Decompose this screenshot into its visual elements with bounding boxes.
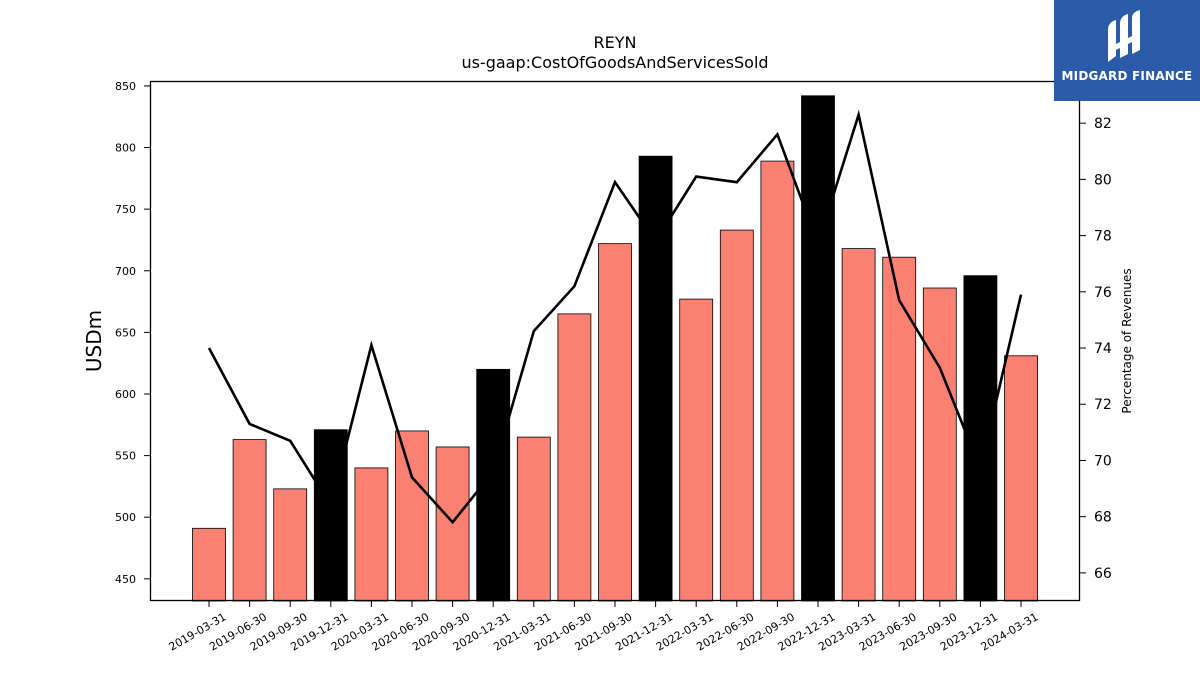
y2-tick-label: 72 bbox=[1094, 397, 1112, 413]
y2-tick-label: 76 bbox=[1094, 285, 1112, 301]
y-tick-label: 700 bbox=[115, 265, 136, 278]
bar-2021-12-31 bbox=[638, 155, 673, 602]
bar-2024-03-31 bbox=[1004, 355, 1038, 602]
bar-2019-03-31 bbox=[192, 527, 226, 602]
y-axis-ticks: 450 500 550 600 650 700 750 800 850 bbox=[115, 80, 150, 586]
y2-tick-label: 82 bbox=[1094, 116, 1112, 132]
y2-axis-ticks: 66 68 70 72 74 76 78 80 82 bbox=[1080, 116, 1112, 582]
percentage-line bbox=[207, 109, 1023, 525]
bar-2022-06-30 bbox=[719, 229, 754, 602]
line-layer bbox=[207, 109, 1023, 525]
bar-2022-09-30 bbox=[760, 160, 795, 602]
bar-2022-03-31 bbox=[679, 298, 714, 602]
bar-2022-12-31 bbox=[801, 95, 835, 602]
y2-tick-label: 68 bbox=[1094, 510, 1112, 526]
chart-subtitle: us-gaap:CostOfGoodsAndServicesSold bbox=[461, 53, 768, 72]
bar-2020-06-30 bbox=[395, 430, 429, 602]
logo: MIDGARD FINANCE bbox=[1054, 0, 1200, 101]
y2-tick-label: 70 bbox=[1094, 453, 1112, 469]
y-tick-label: 650 bbox=[115, 326, 136, 339]
bar-2021-06-30 bbox=[557, 313, 592, 602]
y-tick-label: 600 bbox=[115, 388, 136, 401]
bar-2023-06-30 bbox=[882, 256, 917, 602]
y2-tick-label: 66 bbox=[1094, 566, 1112, 582]
y-tick-label: 550 bbox=[115, 450, 136, 463]
x-axis-ticks: 2019-03-312019-06-302019-09-302019-12-31… bbox=[167, 601, 1041, 654]
bar-2021-03-31 bbox=[516, 436, 551, 602]
y-tick-label: 850 bbox=[115, 80, 136, 93]
y-tick-label: 500 bbox=[115, 511, 136, 524]
bars bbox=[192, 95, 1038, 602]
chart-title: REYN bbox=[594, 33, 637, 52]
y-tick-label: 450 bbox=[115, 573, 136, 586]
y-tick-label: 800 bbox=[115, 142, 136, 155]
y-tick-label: 750 bbox=[115, 203, 136, 216]
bar-2020-03-31 bbox=[354, 467, 389, 602]
y2-axis-label: Percentage of Revenues bbox=[1120, 268, 1134, 413]
y2-tick-label: 78 bbox=[1094, 229, 1112, 245]
bar-2021-09-30 bbox=[598, 243, 632, 602]
y2-tick-label: 74 bbox=[1094, 341, 1112, 357]
logo-text: MIDGARD FINANCE bbox=[1061, 69, 1193, 83]
bar-2019-06-30 bbox=[232, 439, 267, 602]
bar-2019-09-30 bbox=[273, 488, 308, 602]
bar-2023-09-30 bbox=[922, 287, 957, 602]
midgard-logo-icon bbox=[1108, 10, 1140, 62]
bar-2023-03-31 bbox=[841, 248, 876, 602]
y2-tick-label: 80 bbox=[1094, 172, 1112, 188]
plot-frame bbox=[149, 80, 1081, 602]
y-axis-label: USDm bbox=[82, 310, 106, 372]
